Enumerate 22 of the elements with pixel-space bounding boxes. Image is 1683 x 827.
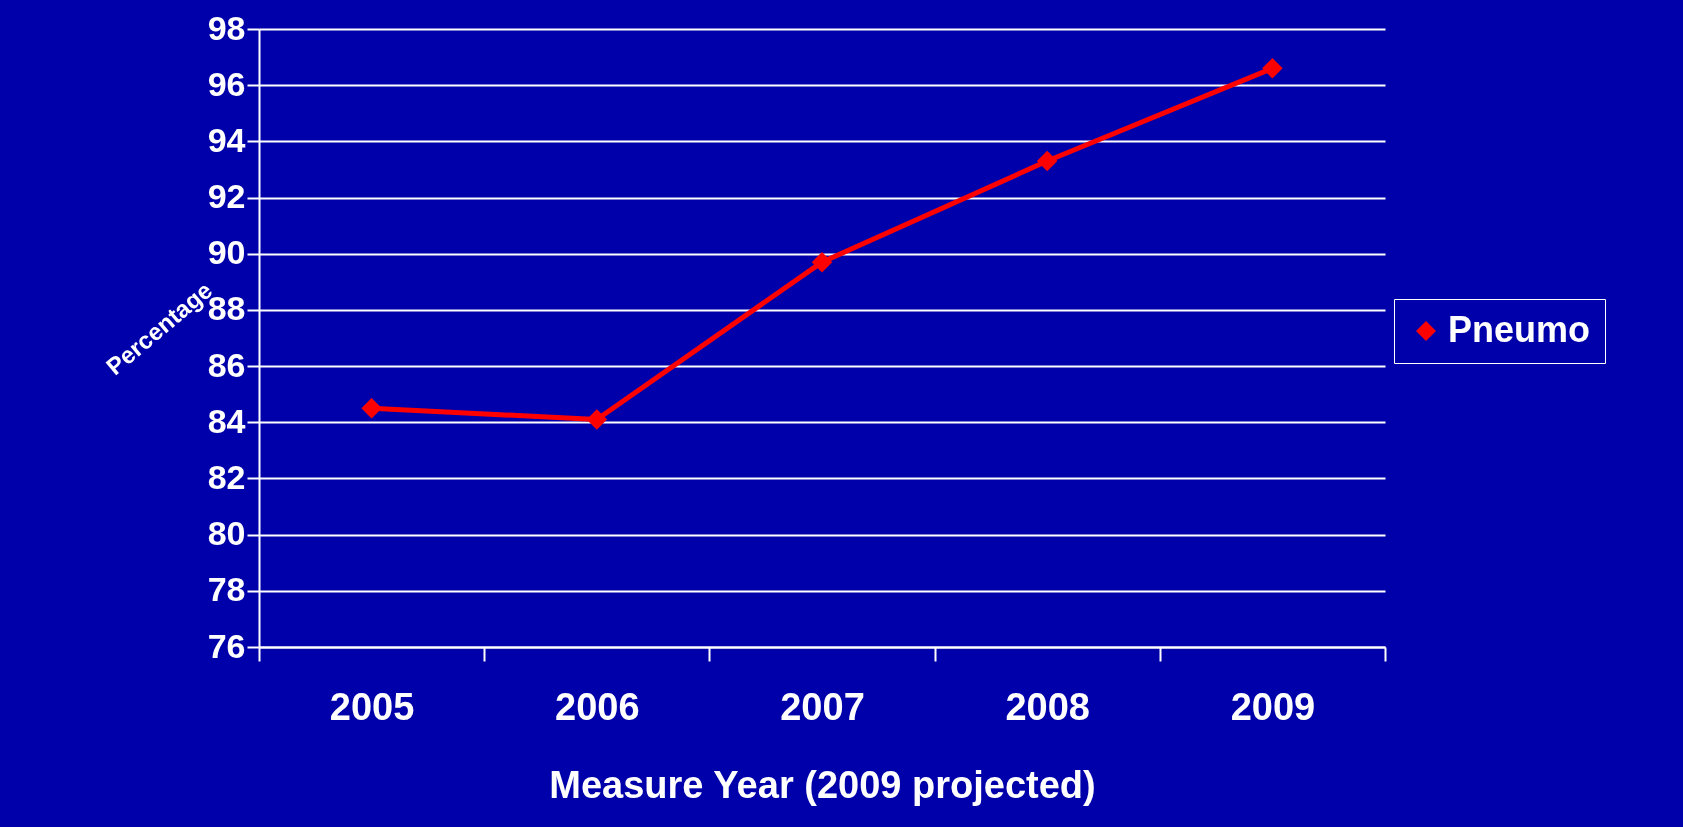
x-tick-label: 2008: [1005, 685, 1090, 728]
y-tick-label: 92: [207, 177, 246, 216]
y-tick-label: 76: [207, 626, 246, 665]
x-tick-label: 2007: [780, 685, 865, 728]
y-tick-label: 98: [207, 8, 246, 47]
y-tick-label: 94: [207, 120, 246, 159]
y-tick-label: 96: [207, 64, 246, 103]
x-tick-label: 2006: [555, 685, 640, 728]
x-tick-label: 2005: [329, 685, 415, 728]
x-axis-title: Measure Year (2009 projected): [549, 763, 1096, 806]
point: [1036, 150, 1058, 172]
point: [361, 397, 382, 419]
x-tick-label: 2009: [1230, 685, 1316, 728]
point: [811, 251, 833, 273]
point: [586, 409, 608, 430]
legend-label: Pneumo: [1448, 309, 1591, 350]
y-tick-label: 78: [207, 570, 246, 609]
y-tick-label: 90: [207, 233, 246, 272]
y-tick-label: 80: [207, 514, 246, 553]
y-tick-label: 84: [207, 401, 246, 440]
point: [1262, 58, 1283, 79]
y-tick-label: 82: [207, 457, 246, 496]
